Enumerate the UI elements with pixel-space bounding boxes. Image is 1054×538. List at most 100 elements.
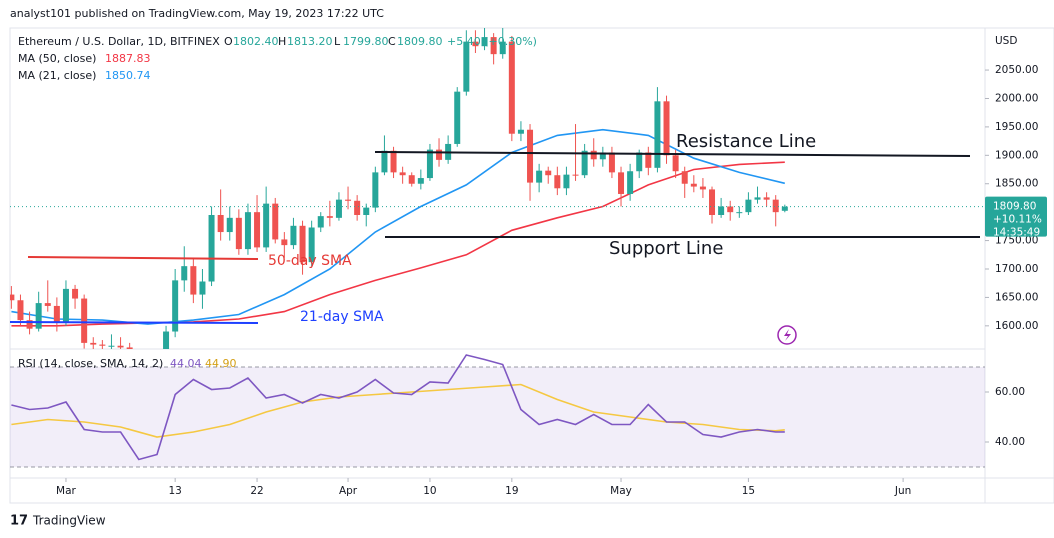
price-tag-text: +10.11% (993, 214, 1042, 226)
candle-body (381, 150, 388, 173)
annotation: Support Line (609, 238, 723, 259)
candle-body (417, 178, 424, 184)
candle-body (26, 320, 33, 329)
candle-body (627, 171, 634, 194)
candle-body (581, 150, 588, 176)
legend-label: MA (50, close) (18, 52, 96, 65)
candle-body (545, 170, 552, 176)
x-tick-label: 15 (742, 485, 755, 497)
candle-body (299, 225, 306, 263)
y-tick-label: 1600.00 (995, 320, 1038, 332)
candle-body (308, 227, 315, 263)
ohlc-value: 1813.20 (287, 35, 333, 48)
candle-body (208, 214, 215, 282)
x-tick-label: 19 (505, 485, 518, 497)
legend-value: 1887.83 (105, 52, 151, 65)
candle-body (281, 239, 288, 246)
annotation: 21-day SMA (300, 309, 384, 325)
y-tick-label: 60.00 (995, 386, 1025, 398)
y-tick-label: 1750.00 (995, 235, 1038, 247)
ohlc-value: 1799.80 (343, 35, 389, 48)
candle-body (90, 342, 97, 345)
ohlc-key: C (388, 35, 396, 48)
frame (9, 27, 1054, 504)
candle-body (190, 266, 197, 295)
annotation: Resistance Line (676, 131, 816, 152)
candle-body (781, 206, 788, 211)
footer: 17 TradingView (10, 514, 106, 529)
y-tick-label: 1700.00 (995, 263, 1038, 275)
candle-body (345, 199, 352, 201)
ohlc-change: +5.40 (+0.30%) (447, 35, 537, 48)
legend-value: 44.90 (205, 357, 237, 370)
candle-body (654, 101, 661, 168)
candle-body (572, 174, 579, 176)
sma50-marker-line (27, 256, 259, 260)
candle-body (681, 171, 688, 184)
legend: Ethereum / U.S. Dollar, 1D, BITFINEX MA … (18, 35, 1017, 370)
candle-body (408, 175, 415, 184)
y-tick-label: 1650.00 (995, 291, 1038, 303)
candle-body (399, 172, 406, 176)
candle-body (718, 206, 725, 215)
candle-body (72, 288, 79, 299)
candle-body (727, 206, 734, 213)
axis-unit: USD (995, 35, 1017, 47)
brand-logo: 17 (10, 514, 28, 529)
candle-body (709, 189, 716, 215)
candle-body (53, 305, 60, 323)
candle-body (117, 345, 124, 348)
candle-body (10, 294, 15, 301)
rsi-line (11, 354, 785, 461)
candle-body (163, 331, 170, 349)
price-tag (985, 196, 1047, 237)
candle-body (226, 217, 233, 233)
candle-body (354, 200, 361, 215)
rsi-band (10, 367, 985, 467)
event-icon[interactable] (777, 325, 797, 345)
candle-body (235, 217, 242, 250)
x-tick-label: 13 (168, 485, 181, 497)
annotation: 50-day SMA (268, 253, 352, 269)
candle-body (563, 174, 570, 189)
ohlc-key: H (278, 35, 286, 48)
candle-body (81, 298, 88, 343)
rsi-title: RSI (14, close, SMA, 14, 2) (18, 357, 163, 370)
candle-body (618, 172, 625, 194)
resistance-line (374, 151, 971, 157)
rsi-line (11, 383, 785, 438)
event-icon-bolt (784, 329, 791, 341)
x-tick-label: 10 (423, 485, 436, 497)
y-tick-label: 40.00 (995, 436, 1025, 448)
candle-body (363, 207, 370, 215)
candle-body (636, 152, 643, 172)
candle-body (481, 37, 488, 47)
candle-body (745, 199, 752, 213)
x-tick-label: Jun (894, 485, 911, 497)
candle-body (272, 203, 279, 240)
legend-label: MA (21, close) (18, 69, 96, 82)
candle-body (663, 101, 670, 156)
candle-body (290, 225, 297, 246)
candle-body (554, 175, 561, 189)
rsi-pane (10, 354, 985, 468)
ohlc-value: 1809.80 (397, 35, 443, 48)
candle-body (754, 197, 761, 200)
symbol-title: Ethereum / U.S. Dollar, 1D, BITFINEX (18, 35, 220, 48)
candle-body (99, 344, 106, 346)
candle-body (599, 152, 606, 160)
candle-body (390, 150, 397, 173)
candle-body (263, 203, 270, 248)
candle-body (244, 212, 251, 250)
x-tick-label: 22 (250, 485, 263, 497)
candle-body (608, 152, 615, 173)
candle-body (517, 129, 524, 134)
legend-value: 44.04 (170, 357, 202, 370)
candle-body (326, 216, 333, 218)
sma21-marker-line (9, 321, 259, 324)
candle-body (317, 216, 324, 228)
candle-body (763, 197, 770, 200)
candle-body (181, 266, 188, 281)
candle-body (35, 303, 42, 329)
candle-body (472, 41, 479, 47)
